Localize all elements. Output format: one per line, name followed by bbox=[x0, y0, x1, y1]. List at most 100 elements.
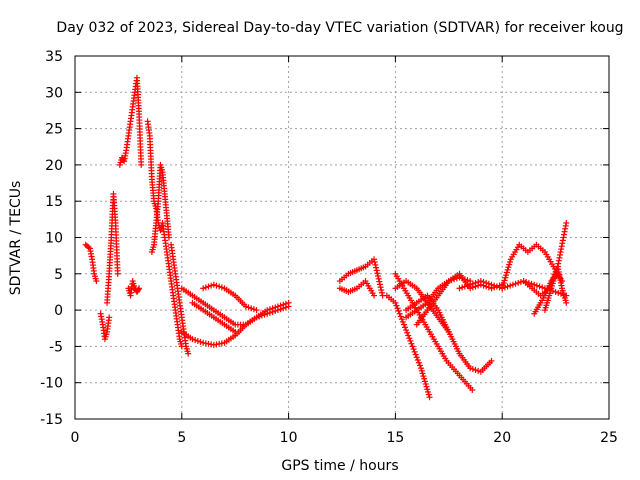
x-tick-label: 5 bbox=[177, 430, 186, 446]
data-point bbox=[406, 335, 413, 342]
data-point bbox=[469, 386, 476, 393]
grid-lines bbox=[75, 56, 609, 419]
data-point bbox=[208, 282, 215, 289]
data-point bbox=[507, 282, 514, 289]
data-point bbox=[218, 284, 225, 291]
y-tick-label: 20 bbox=[45, 158, 63, 174]
data-point bbox=[377, 284, 384, 291]
data-point bbox=[488, 357, 495, 364]
data-point bbox=[411, 348, 418, 355]
data-point bbox=[277, 302, 284, 309]
data-point bbox=[245, 304, 252, 311]
data-point bbox=[135, 286, 142, 293]
data-point bbox=[93, 278, 100, 285]
data-point bbox=[398, 316, 405, 323]
data-point bbox=[496, 284, 503, 291]
data-point bbox=[459, 284, 466, 291]
data-point bbox=[402, 324, 409, 331]
data-point bbox=[250, 306, 257, 313]
data-point bbox=[274, 303, 281, 310]
data-point bbox=[272, 304, 279, 311]
y-axis-label: SDTVAR / TECUs bbox=[8, 181, 24, 296]
data-point bbox=[421, 375, 428, 382]
data-point bbox=[488, 281, 495, 288]
data-point bbox=[512, 280, 519, 287]
data-point bbox=[216, 283, 223, 290]
data-point bbox=[375, 275, 382, 282]
data-point bbox=[425, 391, 432, 398]
data-point bbox=[509, 281, 516, 288]
data-point bbox=[477, 278, 484, 285]
x-tick-label: 0 bbox=[71, 430, 80, 446]
y-tick-label: -10 bbox=[40, 376, 63, 392]
data-point bbox=[266, 306, 273, 313]
y-tick-label: 10 bbox=[45, 231, 63, 247]
data-point bbox=[501, 277, 508, 284]
y-tick-label: 15 bbox=[45, 194, 63, 210]
data-point bbox=[563, 299, 570, 306]
data-point bbox=[413, 354, 420, 361]
data-point bbox=[242, 303, 249, 310]
data-point bbox=[378, 289, 385, 296]
data-point bbox=[515, 279, 522, 286]
data-point bbox=[372, 261, 379, 268]
data-point bbox=[409, 343, 416, 350]
y-tick-label: -15 bbox=[40, 412, 63, 428]
data-point bbox=[472, 279, 479, 286]
data-point bbox=[165, 234, 172, 241]
data-point bbox=[282, 300, 289, 307]
data-point bbox=[114, 270, 121, 277]
data-point bbox=[394, 305, 401, 312]
data-point bbox=[374, 270, 381, 277]
data-point bbox=[506, 261, 513, 268]
data-point bbox=[373, 267, 380, 274]
data-point bbox=[138, 161, 145, 168]
data-point bbox=[536, 283, 543, 290]
data-point bbox=[483, 279, 490, 286]
data-point bbox=[506, 258, 513, 265]
data-point bbox=[371, 256, 378, 263]
data-point bbox=[280, 301, 287, 308]
data-point bbox=[397, 313, 404, 320]
data-point bbox=[503, 272, 510, 279]
data-point bbox=[213, 282, 220, 289]
y-tick-label: 30 bbox=[45, 85, 63, 101]
data-point bbox=[485, 280, 492, 287]
data-point bbox=[416, 362, 423, 369]
data-point bbox=[475, 278, 482, 285]
data-point bbox=[419, 370, 426, 377]
data-point bbox=[404, 329, 411, 336]
data-point bbox=[456, 285, 463, 292]
data-point bbox=[202, 284, 209, 291]
data-point bbox=[467, 365, 474, 372]
data-point bbox=[539, 284, 546, 291]
data-point bbox=[533, 282, 540, 289]
data-point bbox=[504, 283, 511, 290]
data-point bbox=[499, 285, 506, 292]
data-point bbox=[469, 366, 476, 373]
data-point bbox=[400, 321, 407, 328]
data-point bbox=[461, 283, 468, 290]
data-point bbox=[200, 285, 207, 292]
data-point bbox=[554, 270, 561, 277]
data-point bbox=[395, 308, 402, 315]
data-point bbox=[197, 338, 204, 345]
chart-title: Day 032 of 2023, Sidereal Day-to-day VTE… bbox=[56, 20, 623, 36]
y-tick-label: 0 bbox=[54, 303, 63, 319]
data-point bbox=[393, 302, 400, 309]
data-point bbox=[189, 336, 196, 343]
data-point bbox=[264, 307, 271, 314]
data-point bbox=[408, 340, 415, 347]
data-point bbox=[504, 266, 511, 273]
data-point bbox=[405, 332, 412, 339]
x-tick-label: 15 bbox=[386, 430, 404, 446]
data-point bbox=[555, 289, 562, 296]
data-point bbox=[253, 307, 260, 314]
y-tick-label: 25 bbox=[45, 122, 63, 138]
data-point bbox=[373, 264, 380, 271]
data-point bbox=[426, 394, 433, 401]
data-point bbox=[505, 264, 512, 271]
x-tick-label: 10 bbox=[280, 430, 298, 446]
data-point bbox=[192, 337, 199, 344]
